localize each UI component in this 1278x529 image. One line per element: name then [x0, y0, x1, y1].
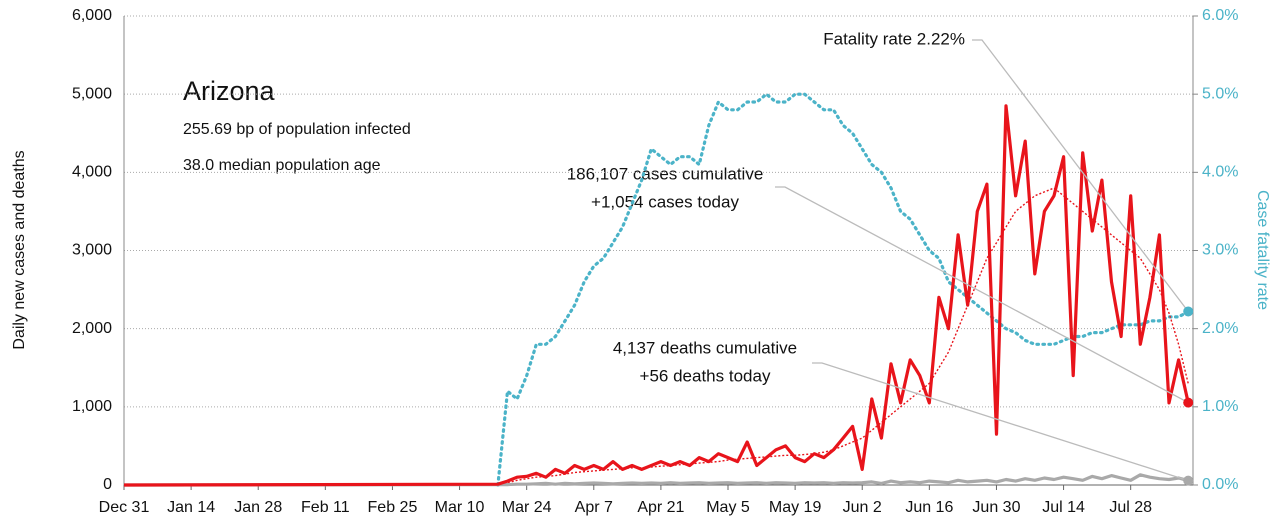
- y2-tick-label: 6.0%: [1202, 7, 1238, 24]
- series-line: [123, 104, 1190, 487]
- x-tick-label: Apr 21: [637, 499, 684, 516]
- leader-line: [812, 362, 1189, 482]
- x-tick-label: Jul 28: [1109, 499, 1152, 516]
- y2-tick-label: 4.0%: [1202, 164, 1238, 181]
- y-tick-label: 0: [103, 476, 112, 493]
- y-tick-label: 1,000: [72, 398, 112, 415]
- x-tick-label: Mar 10: [435, 499, 485, 516]
- x-tick-label: Jun 16: [905, 499, 953, 516]
- x-tick-label: Feb 25: [368, 499, 418, 516]
- annotation: +1,054 cases today: [591, 192, 739, 211]
- y2-axis-label: Case fatality rate: [1254, 190, 1271, 310]
- end-dot: [1183, 306, 1194, 317]
- x-tick-label: Jun 30: [972, 499, 1020, 516]
- annotation: Fatality rate 2.22%: [823, 29, 965, 48]
- x-tick-label: Jul 14: [1042, 499, 1085, 516]
- x-tick-label: Jun 2: [843, 499, 882, 516]
- leader-line: [972, 39, 1189, 312]
- series-line: [123, 473, 1189, 487]
- y2-tick-label: 0.0%: [1202, 476, 1238, 493]
- series-line: [123, 187, 1189, 486]
- x-tick-label: Dec 31: [99, 499, 150, 516]
- end-dot: [1183, 397, 1194, 408]
- chart-title: Arizona: [183, 76, 276, 106]
- annotation: +56 deaths today: [640, 366, 771, 385]
- y2-tick-label: 3.0%: [1202, 242, 1238, 259]
- series-line: [496, 92, 1190, 487]
- end-dot: [1183, 475, 1194, 486]
- y-tick-label: 4,000: [72, 164, 112, 181]
- y-axis-label: Daily new cases and deaths: [11, 150, 28, 349]
- leader-line: [775, 186, 1189, 404]
- x-tick-label: Mar 24: [502, 499, 552, 516]
- annotation: 186,107 cases cumulative: [567, 164, 764, 183]
- x-tick-label: Jan 14: [167, 499, 215, 516]
- annotation: 4,137 deaths cumulative: [613, 338, 797, 357]
- y2-tick-label: 1.0%: [1202, 398, 1238, 415]
- y2-tick-label: 5.0%: [1202, 85, 1238, 102]
- subtitle: 38.0 median population age: [183, 157, 381, 174]
- x-tick-label: May 5: [706, 499, 750, 516]
- x-tick-label: Jan 28: [234, 499, 282, 516]
- y-tick-label: 5,000: [72, 85, 112, 102]
- y-tick-label: 6,000: [72, 7, 112, 24]
- x-tick-label: Feb 11: [301, 499, 350, 516]
- x-tick-label: May 19: [769, 499, 822, 516]
- x-tick-label: Apr 7: [575, 499, 613, 516]
- y-tick-label: 3,000: [72, 242, 112, 259]
- subtitle: 255.69 bp of population infected: [183, 121, 411, 138]
- y2-tick-label: 2.0%: [1202, 320, 1238, 337]
- y-tick-label: 2,000: [72, 320, 112, 337]
